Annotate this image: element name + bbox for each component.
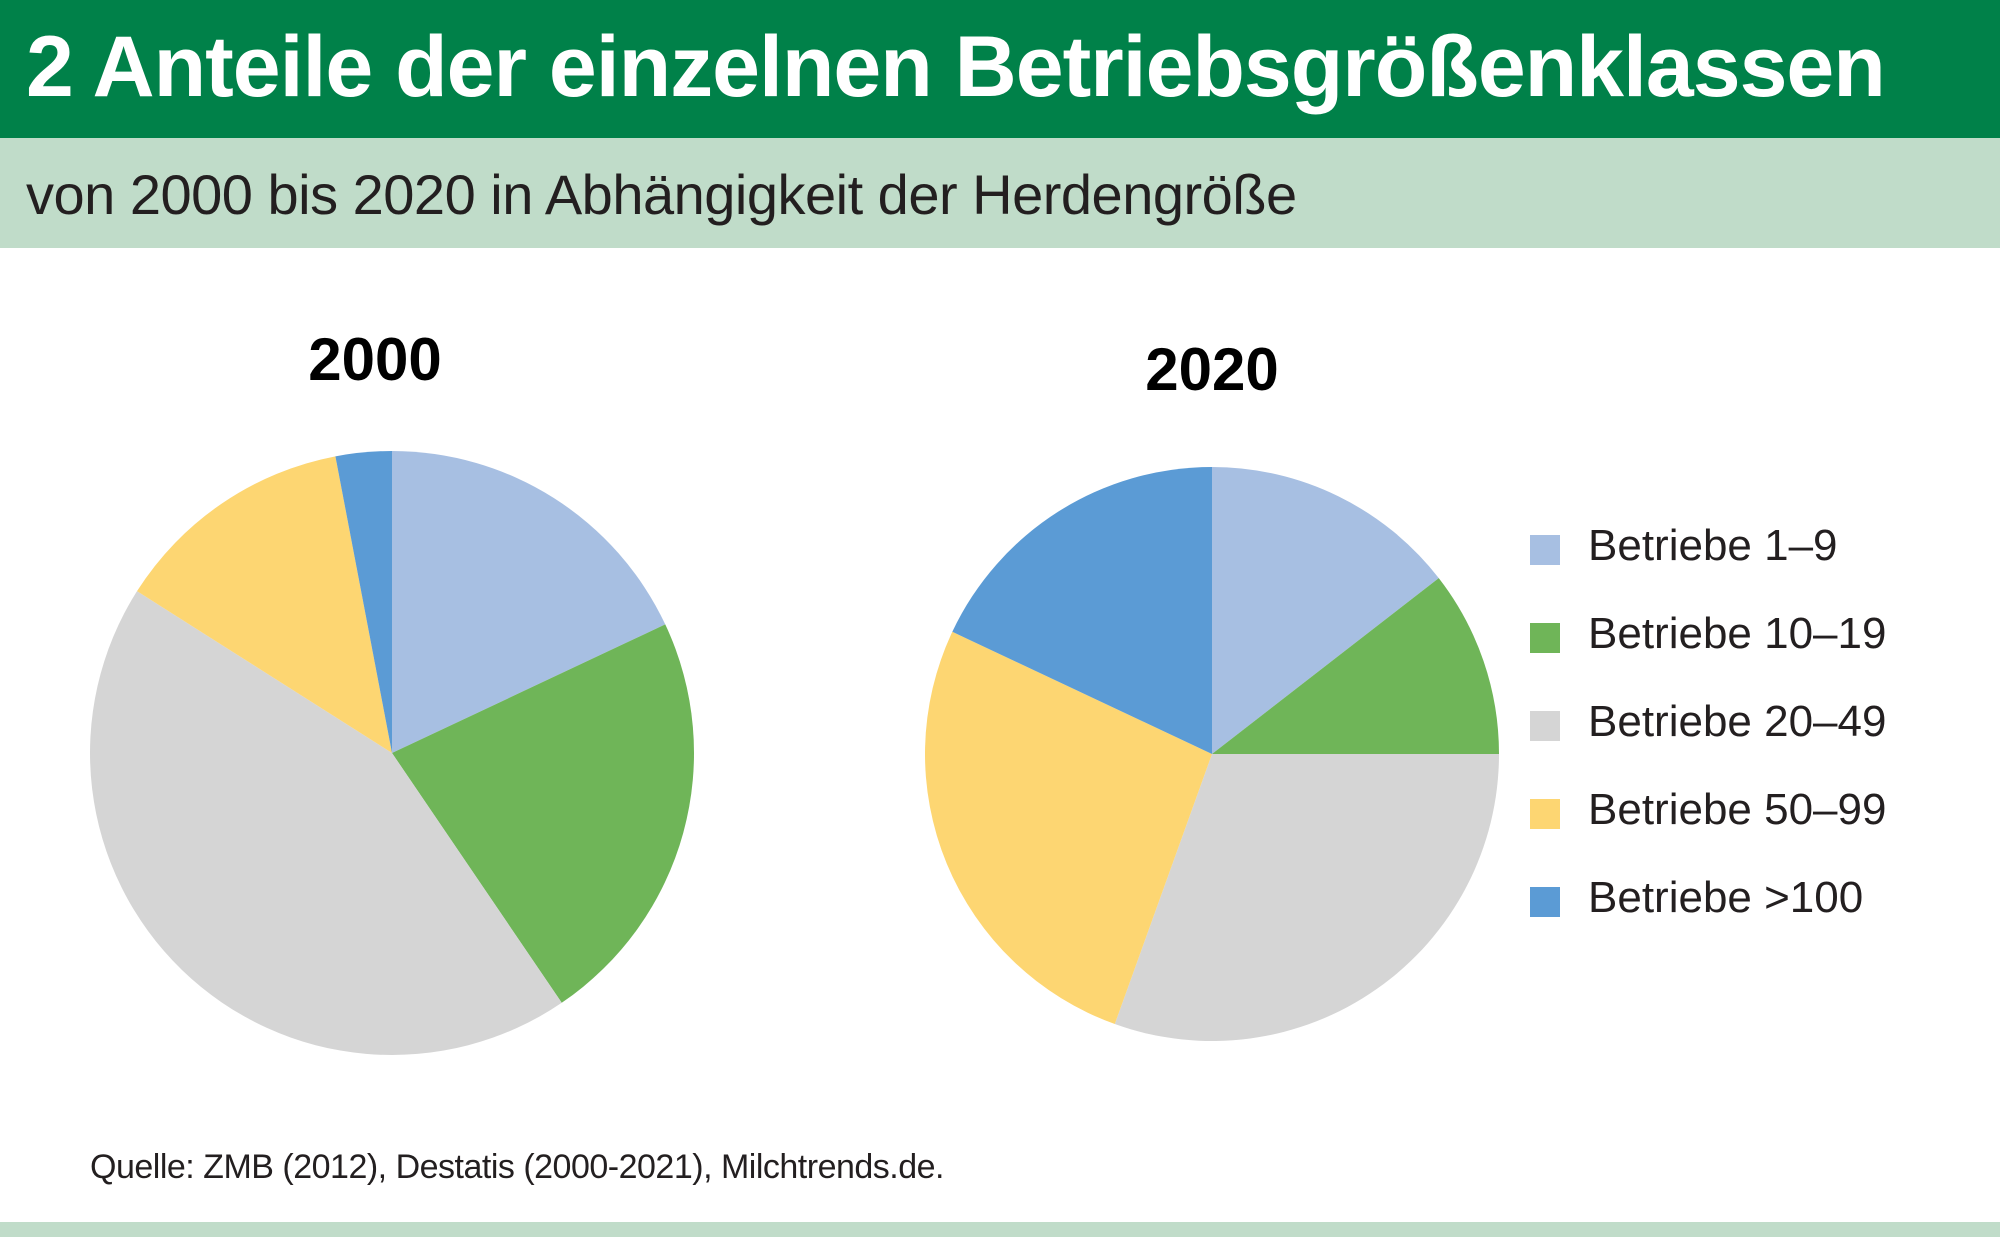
legend-swatch: [1530, 887, 1560, 917]
pie-title: 2020: [1145, 336, 1278, 403]
title-bar: 2 Anteile der einzelnen Betriebsgrößenkl…: [0, 0, 2000, 138]
pie-chart-2020: 2020: [925, 336, 1499, 1042]
pie-slice-betriebe-100: [335, 451, 392, 753]
legend-label: Betriebe 20–49: [1588, 697, 1887, 746]
legend-label: Betriebe 1–9: [1588, 521, 1838, 570]
footer-bar: [0, 1222, 2000, 1237]
source-note: Quelle: ZMB (2012), Destatis (2000-2021)…: [90, 1148, 945, 1186]
legend-swatch: [1530, 711, 1560, 741]
legend-label: Betriebe 50–99: [1588, 785, 1887, 834]
legend-label: Betriebe 10–19: [1588, 609, 1887, 658]
legend-label: Betriebe >100: [1588, 873, 1864, 922]
pie-slice-betriebe-10-19: [1212, 578, 1499, 754]
pie-title: 2000: [308, 326, 441, 393]
pie-slice-betriebe-1-9: [392, 451, 666, 753]
pie-slice-betriebe-100: [952, 467, 1212, 754]
legend-swatch: [1530, 623, 1560, 653]
subtitle-bar: von 2000 bis 2020 in Abhängigkeit der He…: [0, 138, 2000, 248]
pie-slice-betriebe-50-99: [925, 631, 1212, 1025]
pie-slice-betriebe-10-19: [392, 624, 694, 1003]
chart-title: 2 Anteile der einzelnen Betriebsgrößenkl…: [26, 19, 1886, 115]
pie-chart-2000: 2000: [89, 326, 694, 1055]
chart-subtitle: von 2000 bis 2020 in Abhängigkeit der He…: [26, 163, 1297, 226]
pie-slice-betriebe-20-49: [89, 591, 562, 1055]
pie-slice-betriebe-50-99: [137, 456, 392, 753]
legend-swatch: [1530, 799, 1560, 829]
legend-swatch: [1530, 535, 1560, 565]
pie-slice-betriebe-20-49: [1114, 754, 1499, 1042]
pie-slice-betriebe-1-9: [1212, 467, 1439, 754]
